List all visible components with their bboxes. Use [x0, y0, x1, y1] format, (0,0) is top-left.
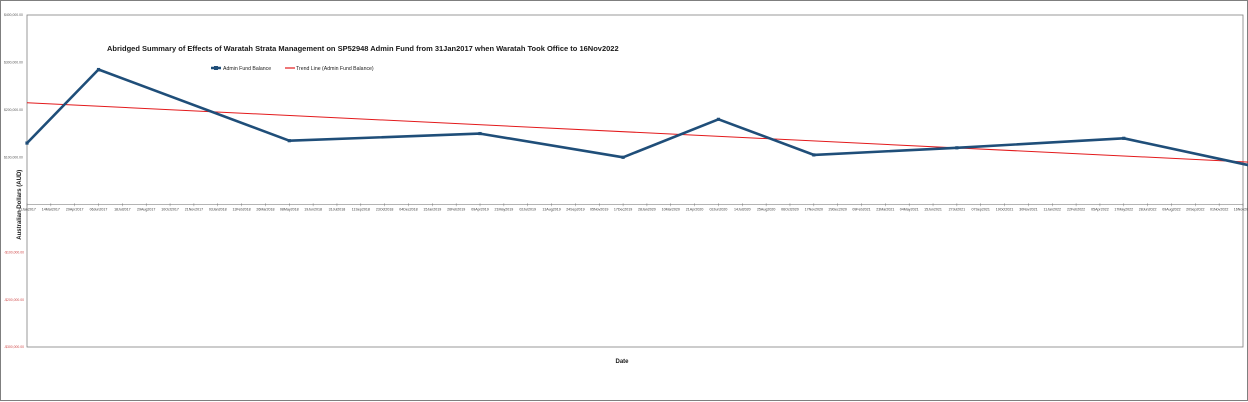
x-tick-label: 01Nov2022	[1210, 208, 1228, 212]
x-tick-label: 19Jun2018	[304, 208, 322, 212]
x-tick-label: 02Jul2019	[519, 208, 536, 212]
data-point	[1122, 136, 1126, 140]
x-tick-label: 05Apr2022	[1091, 208, 1109, 212]
x-tick-label: 15Jan2019	[423, 208, 441, 212]
x-tick-label: 09Aug2022	[1162, 208, 1180, 212]
data-point	[96, 67, 101, 72]
x-tick-label: 24Sep2019	[566, 208, 584, 212]
legend-marker-admin-fund	[214, 66, 218, 70]
x-tick-label: 08May2018	[280, 208, 299, 212]
x-tick-label: 14Jul2020	[734, 208, 751, 212]
data-point	[287, 139, 291, 143]
y-tick-label: $300,000.00	[4, 61, 23, 65]
x-tick-label: 07Sep2021	[972, 208, 990, 212]
x-tick-label: 21Nov2017	[185, 208, 203, 212]
x-axis-title: Date	[615, 359, 629, 365]
x-axis: 31Jan2017 14Mar2017 29Apr2017 06Jun2017 18Ju…	[18, 203, 1248, 212]
x-tick-label: 17Dec2019	[614, 208, 632, 212]
chart-title: Abridged Summary of Effects of Waratah S…	[107, 44, 619, 53]
x-tick-label: 11Sep2018	[352, 208, 370, 212]
x-tick-label: 14Mar2017	[42, 208, 60, 212]
plot-area	[26, 14, 1244, 348]
x-tick-label: 04May2021	[900, 208, 919, 212]
y-axis: $400,000.00 $300,000.00 $200,000.00 $100,00…	[4, 13, 24, 349]
x-tick-label: 02Jun2020	[710, 208, 728, 212]
admin-fund-series	[25, 67, 1248, 167]
data-point	[812, 153, 816, 157]
x-tick-label: 06Oct2020	[781, 208, 799, 212]
legend-label-admin-fund: Admin Fund Balance	[223, 66, 271, 72]
trend-series	[26, 102, 1248, 163]
x-tick-label: 31Jan2017	[18, 208, 36, 212]
x-tick-label: 20Sep2022	[1186, 208, 1204, 212]
x-tick-label: 29Apr2017	[66, 208, 84, 212]
x-tick-label: 22Feb2022	[1067, 208, 1085, 212]
x-tick-label: 04Dec2018	[399, 208, 417, 212]
y-tick-label: -$300,000.00	[4, 345, 24, 349]
x-tick-label: 10Oct2017	[161, 208, 179, 212]
data-point	[955, 146, 959, 150]
x-tick-label: 29Dec2020	[828, 208, 846, 212]
x-tick-label: 28Jun2022	[1139, 208, 1157, 212]
legend-label-trend-line: Trend Line (Admin Fund Balance)	[296, 66, 374, 72]
x-tick-label: 23Oct2018	[376, 208, 394, 212]
trend-line	[26, 102, 1248, 163]
x-tick-label: 16Nov2022	[1234, 208, 1248, 212]
x-tick-label: 17Nov2020	[805, 208, 823, 212]
x-tick-label: 09Apr2019	[471, 208, 489, 212]
legend: Admin Fund Balance Trend Line (Admin Fun…	[211, 66, 374, 72]
x-tick-label: 13Feb2018	[232, 208, 250, 212]
x-tick-label: 27Jul2021	[949, 208, 966, 212]
x-tick-label: 05Nov2019	[590, 208, 608, 212]
x-tick-label: 26Feb2019	[447, 208, 465, 212]
x-tick-label: 21Apr2020	[686, 208, 704, 212]
data-point	[478, 131, 482, 136]
x-tick-label: 15Jun2021	[924, 208, 942, 212]
x-tick-label: 28Jan2020	[638, 208, 656, 212]
x-tick-label: 09Feb2021	[852, 208, 870, 212]
x-tick-label: 11Jan2022	[1043, 208, 1061, 212]
x-tick-label: 06Jun2017	[90, 208, 108, 212]
x-tick-label: 30Nov2021	[1019, 208, 1037, 212]
y-tick-label: $200,000.00	[4, 108, 23, 112]
plot-border	[26, 14, 1244, 348]
y-tick-label: -$100,000.00	[4, 250, 24, 254]
x-tick-label: 31Jul2018	[329, 208, 346, 212]
data-point	[716, 117, 721, 121]
x-tick-label: 23Mar2021	[876, 208, 894, 212]
x-tick-label: 03Jan2018	[209, 208, 227, 212]
x-tick-label: 29Aug2017	[137, 208, 155, 212]
data-point	[621, 155, 625, 159]
x-tick-label: 19Oct2021	[996, 208, 1014, 212]
admin-fund-line	[26, 68, 1248, 167]
y-tick-label: $400,000.00	[4, 13, 23, 17]
x-tick-label: 17May2022	[1114, 208, 1133, 212]
y-tick-label: -$200,000.00	[4, 298, 24, 302]
x-tick-label: 21May2019	[494, 208, 513, 212]
x-tick-label: 10Mar2020	[662, 208, 680, 212]
y-tick-label: $100,000.00	[4, 155, 23, 159]
x-tick-label: 18Jul2017	[114, 208, 131, 212]
data-point	[25, 141, 29, 145]
x-tick-label: 13Aug2019	[542, 208, 560, 212]
y-axis-title: Australian Dollars (AUD)	[17, 170, 23, 240]
x-tick-label: 25Aug2020	[757, 208, 775, 212]
x-tick-label: 26Mar2018	[256, 208, 274, 212]
